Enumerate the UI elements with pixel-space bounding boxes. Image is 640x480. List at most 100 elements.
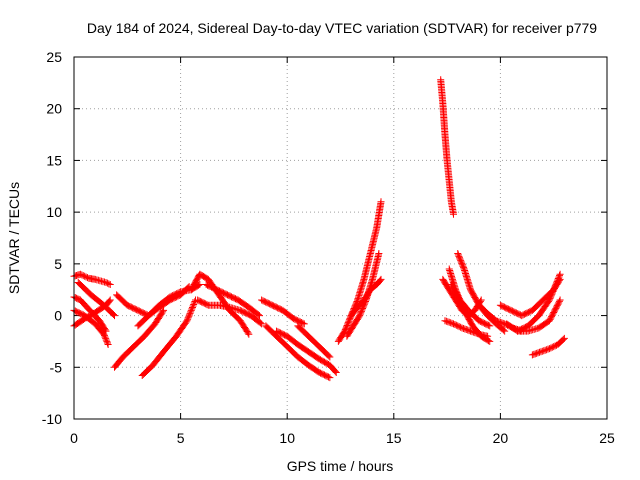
data-point bbox=[551, 342, 559, 350]
data-point bbox=[331, 367, 339, 375]
data-point bbox=[325, 352, 333, 360]
series-arc-24 bbox=[447, 281, 494, 330]
data-point bbox=[447, 319, 455, 327]
data-point bbox=[547, 293, 555, 301]
y-tick-label: 25 bbox=[46, 49, 62, 65]
series-arc-19 bbox=[347, 275, 385, 320]
data-point bbox=[549, 287, 557, 295]
data-point bbox=[82, 273, 90, 281]
data-point bbox=[325, 373, 333, 381]
data-point bbox=[244, 329, 252, 337]
series-arc-17 bbox=[334, 198, 385, 345]
grid bbox=[74, 57, 607, 419]
data-point bbox=[530, 350, 538, 358]
x-axis-label: GPS time / hours bbox=[287, 458, 394, 474]
data-point bbox=[550, 343, 558, 351]
data-point bbox=[190, 299, 198, 307]
data-point bbox=[486, 322, 494, 330]
data-point bbox=[458, 324, 466, 332]
data-point bbox=[300, 320, 308, 328]
data-point bbox=[184, 315, 192, 323]
series-arc-15 bbox=[273, 327, 340, 376]
data-point bbox=[554, 275, 562, 283]
series-arc-20 bbox=[437, 76, 457, 218]
data-point bbox=[545, 296, 553, 304]
data-point bbox=[256, 319, 264, 327]
data-points bbox=[70, 76, 568, 382]
data-point bbox=[495, 318, 503, 326]
data-point bbox=[465, 327, 473, 335]
data-point bbox=[547, 344, 555, 352]
data-point bbox=[462, 326, 470, 334]
data-point bbox=[541, 346, 549, 354]
data-point bbox=[452, 321, 460, 329]
data-point bbox=[81, 272, 89, 280]
data-point bbox=[186, 309, 194, 317]
data-point bbox=[551, 283, 559, 291]
data-point bbox=[159, 308, 167, 316]
x-tick-label: 15 bbox=[386, 430, 402, 446]
data-point bbox=[185, 311, 193, 319]
data-point bbox=[442, 317, 450, 325]
x-tick-label: 5 bbox=[177, 430, 185, 446]
data-point bbox=[187, 306, 195, 314]
data-point bbox=[190, 300, 198, 308]
data-point bbox=[540, 347, 548, 355]
data-point bbox=[496, 318, 504, 326]
data-point bbox=[376, 276, 384, 284]
data-point bbox=[78, 271, 86, 279]
series-arc-8 bbox=[138, 296, 200, 380]
y-tick-label: 5 bbox=[54, 256, 62, 272]
data-point bbox=[184, 314, 192, 322]
data-point bbox=[254, 311, 262, 319]
data-point bbox=[377, 275, 385, 283]
data-point bbox=[109, 311, 117, 319]
data-point bbox=[546, 295, 554, 303]
data-point bbox=[100, 332, 108, 340]
data-point bbox=[299, 319, 307, 327]
x-tick-label: 25 bbox=[599, 430, 615, 446]
data-point bbox=[538, 347, 546, 355]
data-point bbox=[464, 326, 472, 334]
series-arc-30 bbox=[503, 296, 564, 335]
data-point bbox=[449, 210, 457, 218]
data-point bbox=[104, 339, 112, 347]
series-arc-12 bbox=[202, 281, 263, 320]
data-point bbox=[554, 276, 562, 284]
data-point bbox=[102, 336, 110, 344]
data-point bbox=[444, 318, 452, 326]
data-point bbox=[451, 321, 459, 329]
data-point bbox=[375, 250, 383, 258]
data-point bbox=[556, 272, 564, 280]
data-point bbox=[377, 198, 385, 206]
plot-frame bbox=[73, 56, 608, 420]
data-point bbox=[441, 317, 449, 325]
x-tick-label: 0 bbox=[70, 430, 78, 446]
data-point bbox=[533, 349, 541, 357]
data-point bbox=[548, 343, 556, 351]
series-arc-5 bbox=[74, 278, 119, 320]
data-point bbox=[103, 279, 111, 287]
data-point bbox=[486, 337, 494, 345]
data-point bbox=[102, 278, 110, 286]
data-point bbox=[560, 334, 568, 342]
data-point bbox=[499, 326, 507, 334]
data-point bbox=[454, 322, 462, 330]
data-point bbox=[552, 280, 560, 288]
data-point bbox=[498, 319, 506, 327]
chart-title: Day 184 of 2024, Sidereal Day-to-day VTE… bbox=[87, 20, 597, 36]
series-arc-13 bbox=[258, 296, 308, 328]
data-point bbox=[459, 325, 467, 332]
data-point bbox=[484, 321, 492, 329]
data-point bbox=[105, 280, 113, 288]
y-tick-label: 20 bbox=[46, 101, 62, 117]
y-tick-label: 15 bbox=[46, 152, 62, 168]
data-point bbox=[326, 353, 334, 361]
data-point bbox=[188, 305, 196, 313]
data-point bbox=[537, 348, 545, 356]
x-tick-label: 20 bbox=[493, 430, 509, 446]
data-point bbox=[332, 368, 340, 376]
data-point bbox=[105, 297, 113, 305]
data-point bbox=[559, 335, 567, 343]
data-point bbox=[555, 273, 563, 281]
